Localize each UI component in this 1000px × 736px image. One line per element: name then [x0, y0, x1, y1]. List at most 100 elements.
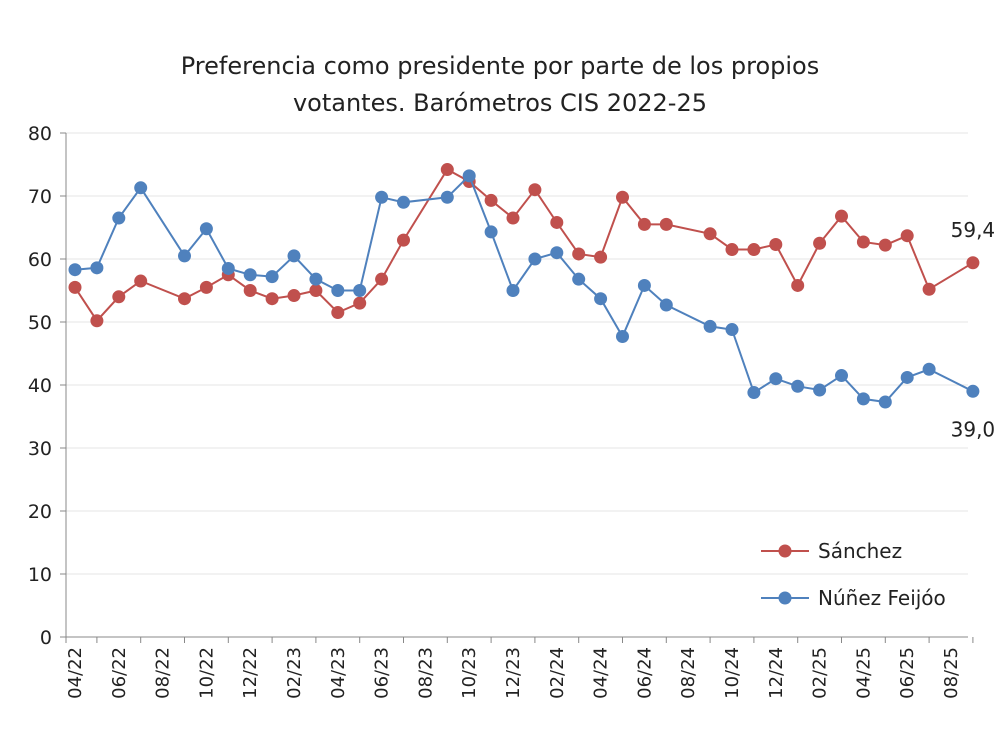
x-tick-label: 04/25 [853, 647, 874, 699]
chart-title: Preferencia como presidente por parte de… [0, 48, 1000, 122]
chart-title-line-2: votantes. Barómetros CIS 2022-25 [292, 89, 708, 117]
end-value-label: 59,4 [951, 218, 996, 242]
data-point [331, 284, 345, 297]
data-point [199, 280, 213, 294]
data-point [287, 249, 301, 263]
data-point [725, 243, 739, 257]
legend-item-sanchez: Sánchez [761, 539, 902, 563]
y-tick-label: 40 [28, 375, 52, 397]
data-point [397, 195, 410, 209]
data-point [922, 362, 936, 376]
data-point [878, 238, 892, 252]
data-point [462, 169, 476, 183]
x-tick-label: 06/22 [109, 647, 130, 699]
data-point [703, 319, 717, 333]
legend-label: Núñez Feijóo [818, 586, 946, 610]
x-tick-label: 06/24 [634, 647, 655, 699]
x-tick-label: 02/25 [810, 647, 831, 699]
data-point [791, 379, 805, 393]
data-point [112, 290, 126, 304]
y-tick-label: 60 [28, 249, 52, 271]
x-tick-label: 10/23 [459, 647, 480, 699]
x-tick-label: 04/23 [328, 647, 349, 699]
data-point [594, 292, 608, 306]
data-point [506, 284, 520, 297]
data-point [484, 225, 498, 239]
data-point [637, 217, 651, 231]
data-point [331, 306, 345, 320]
y-tick-label: 30 [28, 438, 52, 460]
data-point [243, 284, 257, 297]
x-tick-label: 12/22 [240, 647, 261, 699]
data-point [178, 249, 191, 263]
x-tick-label: 04/24 [591, 647, 612, 699]
y-tick-label: 10 [28, 564, 52, 586]
axes: 0 10 20 30 40 50 60 70 80 04/22 06/22 08/22 10/22 12/… [28, 123, 974, 699]
data-point [637, 278, 651, 292]
x-tick-label: 02/24 [547, 647, 568, 699]
x-tick-label: 10/22 [196, 647, 217, 699]
data-point [528, 252, 542, 266]
end-value-label: 39,0 [951, 417, 996, 441]
legend-label: Sánchez [818, 539, 902, 563]
data-point [134, 274, 148, 288]
data-point [134, 181, 148, 195]
data-point [878, 395, 892, 409]
x-tick-label: 08/25 [941, 647, 962, 699]
data-point [703, 227, 717, 241]
data-point [287, 289, 301, 303]
data-point [353, 296, 367, 310]
data-point [900, 229, 914, 243]
data-point [68, 280, 82, 294]
y-tick-label: 80 [28, 123, 52, 145]
x-tick-label: 06/25 [897, 647, 918, 699]
data-point [375, 272, 389, 286]
legend-item-nunez-feijoo: Núñez Feijóo [761, 586, 946, 610]
data-point [112, 211, 126, 225]
data-point [835, 209, 848, 223]
y-tick-label: 70 [28, 186, 52, 208]
x-tick-label: 08/23 [415, 647, 436, 699]
data-point [813, 236, 827, 250]
x-tick-label: 12/24 [766, 647, 787, 699]
data-point [90, 314, 104, 328]
data-point [440, 190, 454, 204]
data-point [68, 263, 82, 277]
data-point [769, 372, 783, 386]
data-point [659, 298, 673, 312]
data-point [572, 272, 586, 286]
data-point [550, 215, 564, 229]
data-point [221, 261, 235, 275]
data-point [725, 323, 739, 337]
series-nunez-feijoo [68, 169, 980, 409]
data-point [506, 211, 520, 225]
x-tick-label: 12/23 [503, 647, 524, 699]
data-labels: 59,4 39,0 [951, 218, 996, 442]
x-tick-label: 02/23 [284, 647, 305, 699]
y-tick-label: 50 [28, 312, 52, 334]
x-tick-label: 10/24 [722, 647, 743, 699]
x-tick-label: 04/22 [65, 647, 86, 699]
data-point [813, 383, 827, 397]
series-line [74, 168, 974, 323]
data-point [90, 261, 104, 275]
data-point [835, 369, 848, 383]
data-point [309, 272, 323, 286]
y-tick-label: 20 [28, 501, 52, 523]
y-tick-label: 0 [40, 627, 52, 649]
data-point [572, 247, 586, 261]
data-point [769, 238, 783, 252]
data-point [550, 246, 564, 260]
data-point [616, 190, 629, 204]
data-point [397, 233, 410, 247]
data-point [265, 270, 279, 284]
data-point [791, 278, 805, 292]
data-point [966, 256, 980, 270]
data-point [900, 370, 914, 384]
data-point [178, 292, 191, 306]
data-point [309, 284, 323, 297]
data-point [484, 193, 498, 207]
data-point [747, 243, 761, 257]
data-point [375, 190, 389, 204]
